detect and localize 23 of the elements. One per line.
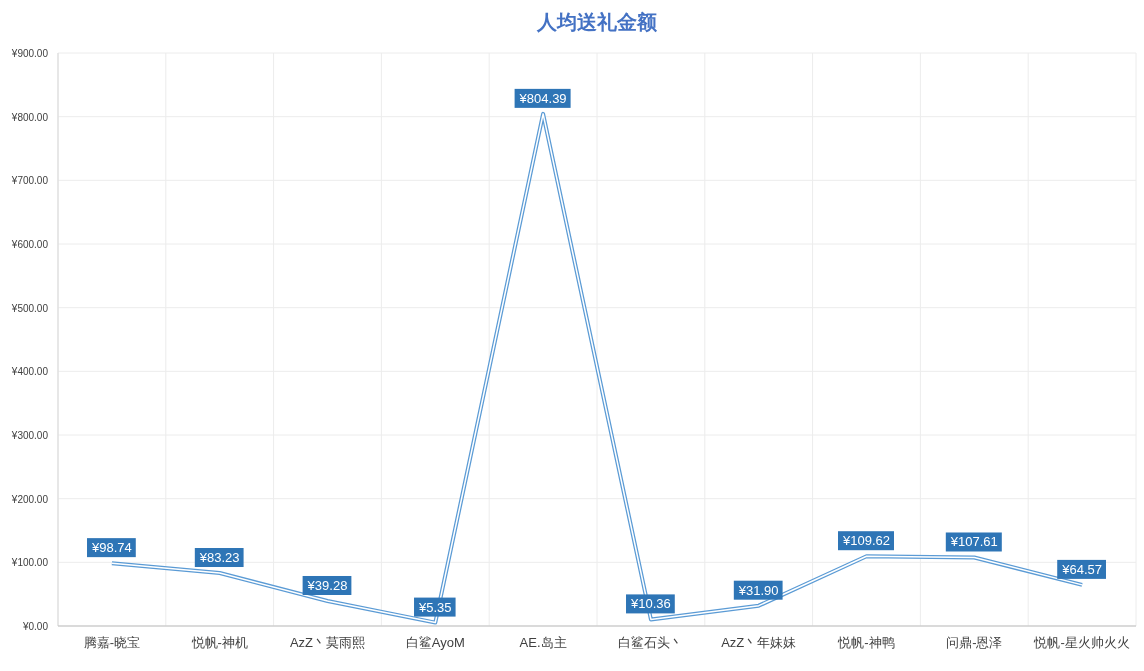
data-label: ¥39.28 [306,577,348,593]
y-tick-label: ¥0.00 [21,621,49,632]
y-tick-label: ¥300.00 [10,430,49,441]
x-tick-label: AzZ丶莫雨熙 [289,635,366,650]
data-label: ¥83.23 [198,550,240,566]
x-tick-label: 腾嘉-晓宝 [83,635,141,650]
x-tick-label: AE.岛主 [519,635,567,650]
chart-title: 人均送礼金额 [536,10,658,34]
y-tick-label: ¥700.00 [10,175,49,187]
y-tick-label: ¥100.00 [10,557,49,569]
x-tick-label: AzZ丶年妹妹 [721,635,797,650]
y-tick-label: ¥900.00 [10,48,49,59]
x-tick-label: 问鼎-恩泽 [946,635,1003,650]
x-tick-label: 白鲨AyoM [405,635,465,650]
x-tick-label: 白鲨石头丶 [618,635,684,650]
y-tick-label: ¥500.00 [10,302,49,314]
x-tick-label: 悦帆-星火帅火火 [1033,635,1130,650]
y-tick-label: ¥200.00 [10,493,49,505]
x-tick-label: 悦帆-神机 [190,635,248,650]
y-tick-label: ¥800.00 [10,111,49,123]
x-tick-label: 悦帆-神鸭 [837,635,895,650]
y-tick-label: ¥400.00 [10,366,49,378]
y-tick-label: ¥600.00 [10,239,49,250]
